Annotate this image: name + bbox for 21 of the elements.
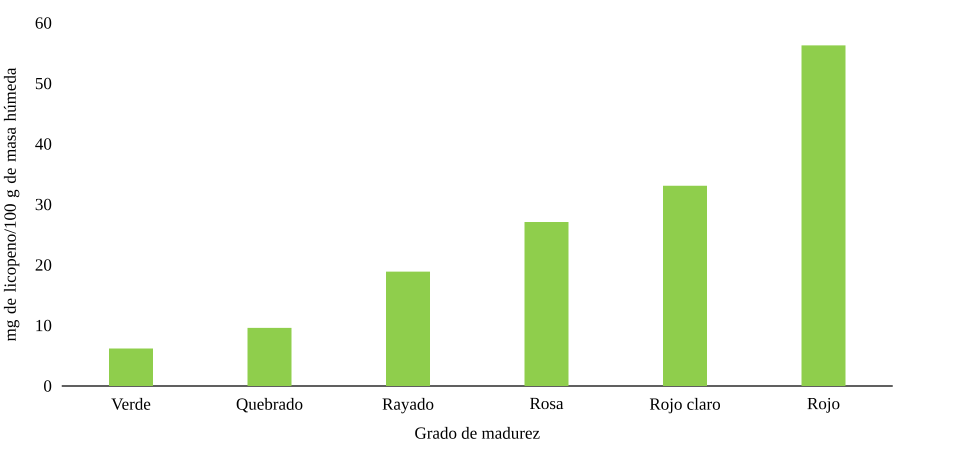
bar xyxy=(524,222,569,386)
y-tick-label: 20 xyxy=(36,259,52,271)
x-tick-label: Rojo claro xyxy=(650,398,720,414)
y-axis-title: mg de licopeno/100 g de masa húmeda xyxy=(4,68,20,342)
y-tick-label: 30 xyxy=(36,198,52,210)
x-axis-title: Grado de madurez xyxy=(415,426,540,439)
y-tick-label: 60 xyxy=(36,17,52,29)
y-tick-label: 10 xyxy=(36,320,52,332)
x-tick-label: Rosa xyxy=(530,398,564,410)
bar xyxy=(248,328,292,386)
bar xyxy=(663,186,708,386)
bar xyxy=(386,272,430,386)
x-tick-label: Quebrado xyxy=(236,398,302,412)
bar xyxy=(109,348,153,386)
y-tick-label: 40 xyxy=(35,138,52,150)
x-tick-label: Rojo xyxy=(807,398,840,413)
y-tick-label: 50 xyxy=(36,78,52,90)
y-tick-label: 0 xyxy=(44,380,52,392)
x-tick-label: Verde xyxy=(111,398,150,410)
x-tick-label: Rayado xyxy=(382,398,434,414)
bar xyxy=(802,45,846,386)
